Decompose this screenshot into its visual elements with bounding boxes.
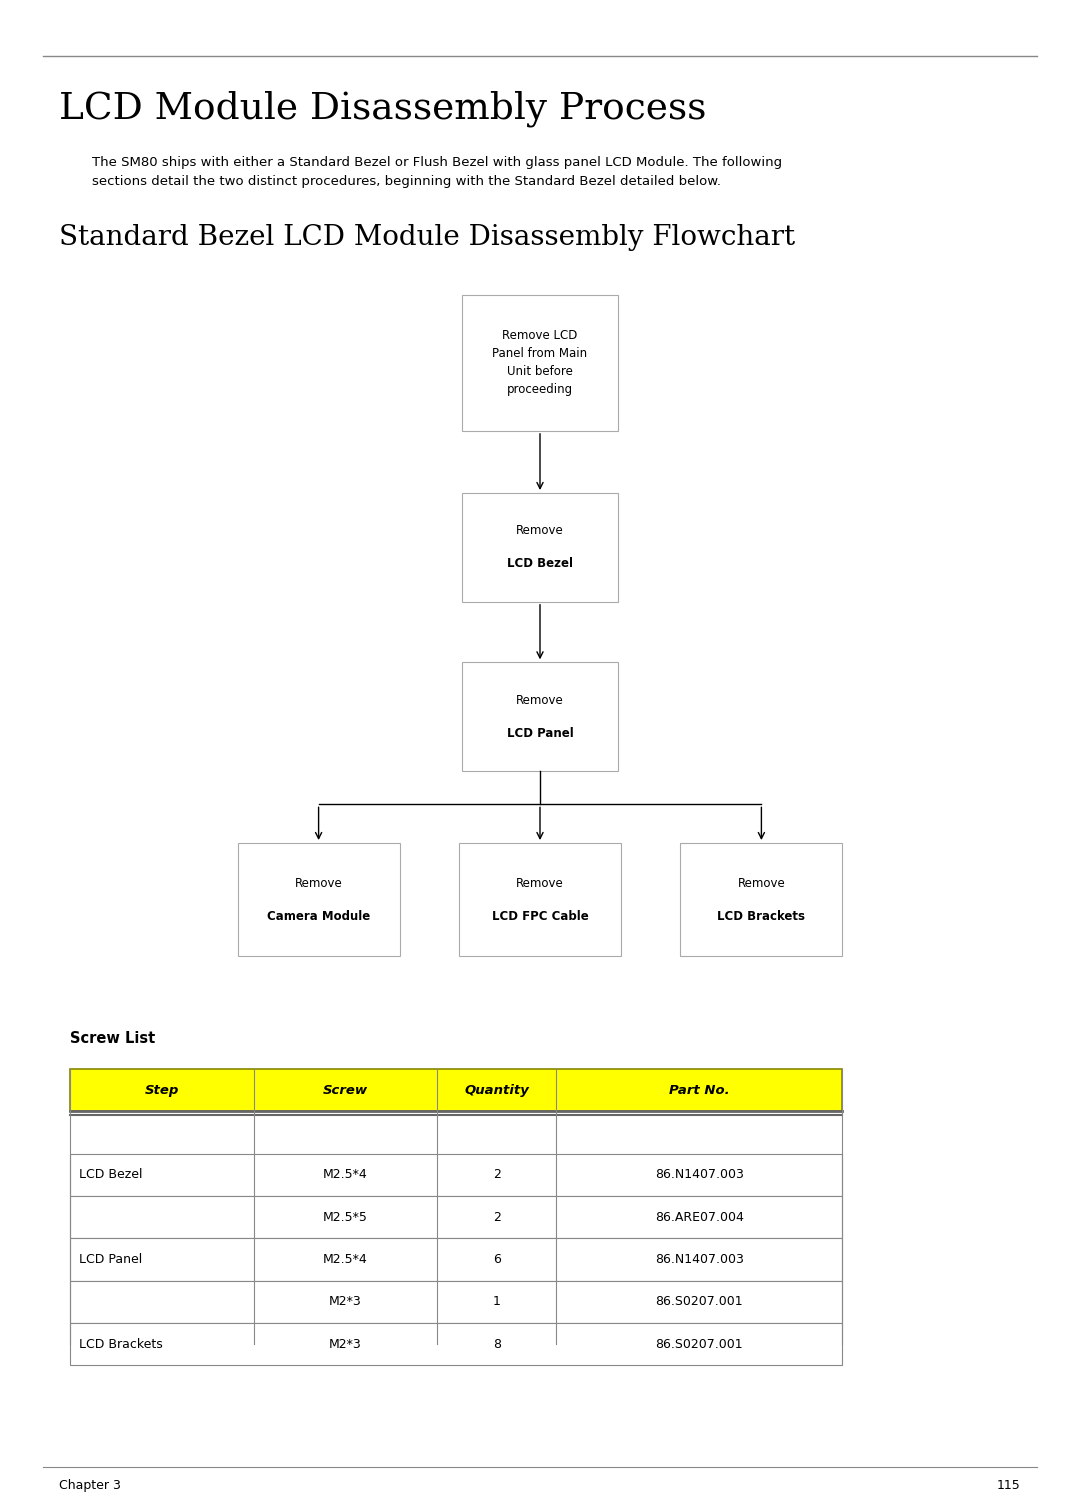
Text: LCD Brackets: LCD Brackets [717,910,806,922]
Text: Screw List: Screw List [70,1031,156,1046]
Text: Screw: Screw [323,1084,368,1096]
Text: M2.5*4: M2.5*4 [323,1253,368,1266]
Text: The SM80 ships with either a Standard Bezel or Flush Bezel with glass panel LCD : The SM80 ships with either a Standard Be… [92,156,782,187]
FancyBboxPatch shape [70,1069,842,1111]
Text: LCD Brackets: LCD Brackets [79,1338,163,1350]
Text: M2.5*4: M2.5*4 [323,1169,368,1181]
Text: M2.5*5: M2.5*5 [323,1211,368,1223]
Text: M2*3: M2*3 [329,1296,362,1308]
Text: 8: 8 [492,1338,501,1350]
Text: 2: 2 [492,1169,501,1181]
Text: LCD Bezel: LCD Bezel [507,558,573,570]
Text: Camera Module: Camera Module [267,910,370,922]
FancyBboxPatch shape [462,662,618,771]
FancyBboxPatch shape [238,844,400,956]
FancyBboxPatch shape [459,844,621,956]
Text: Remove: Remove [516,877,564,889]
Text: 86.S0207.001: 86.S0207.001 [656,1338,743,1350]
Text: Quantity: Quantity [464,1084,529,1096]
Text: Standard Bezel LCD Module Disassembly Flowchart: Standard Bezel LCD Module Disassembly Fl… [59,224,796,251]
Text: 86.N1407.003: 86.N1407.003 [654,1253,744,1266]
Text: Chapter 3: Chapter 3 [59,1479,121,1492]
Text: 2: 2 [492,1211,501,1223]
Text: Remove: Remove [738,877,785,889]
FancyBboxPatch shape [70,1196,842,1238]
FancyBboxPatch shape [680,844,842,956]
Text: LCD Module Disassembly Process: LCD Module Disassembly Process [59,91,706,127]
FancyBboxPatch shape [70,1281,842,1323]
Text: Remove LCD
Panel from Main
Unit before
proceeding: Remove LCD Panel from Main Unit before p… [492,330,588,396]
Text: Part No.: Part No. [669,1084,730,1096]
FancyBboxPatch shape [462,295,618,431]
Text: LCD Panel: LCD Panel [507,727,573,739]
Text: 115: 115 [997,1479,1021,1492]
Text: M2*3: M2*3 [329,1338,362,1350]
Text: 1: 1 [492,1296,501,1308]
Text: LCD FPC Cable: LCD FPC Cable [491,910,589,922]
Text: Step: Step [145,1084,179,1096]
FancyBboxPatch shape [70,1154,842,1196]
FancyBboxPatch shape [462,493,618,602]
Text: 86.S0207.001: 86.S0207.001 [656,1296,743,1308]
Text: Remove: Remove [516,694,564,706]
Text: 86.N1407.003: 86.N1407.003 [654,1169,744,1181]
Text: LCD Bezel: LCD Bezel [79,1169,143,1181]
FancyBboxPatch shape [70,1323,842,1365]
Text: LCD Panel: LCD Panel [79,1253,143,1266]
Text: 86.ARE07.004: 86.ARE07.004 [654,1211,744,1223]
Text: Remove: Remove [295,877,342,889]
Text: Remove: Remove [516,525,564,537]
FancyBboxPatch shape [70,1238,842,1281]
Text: 6: 6 [492,1253,501,1266]
